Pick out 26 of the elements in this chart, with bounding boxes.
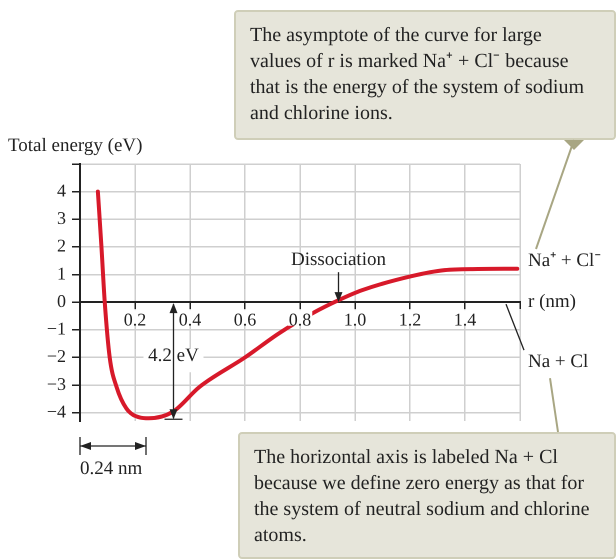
y-tick-label: 1: [57, 263, 66, 284]
text: Na + Cl: [528, 351, 588, 372]
y-tick-label: −3: [46, 374, 66, 394]
text: The asymptote of the curve for large values of r is marked Na⁺ + Cl⁻ because that is the energy of the system of sodium and chlorine ions.: [234, 10, 616, 140]
x-tick-label: 1.2: [398, 310, 422, 330]
annotation: Na⁺ + Cl⁻: [528, 250, 600, 271]
y-tick-label: −2: [46, 346, 66, 366]
annotation: Dissociation: [291, 249, 386, 270]
x-tick-label: 0.2: [124, 310, 146, 330]
x-tick-label: 1.4: [454, 310, 476, 330]
x-tick-label: 0.6: [234, 310, 256, 330]
y-tick-label: −1: [46, 318, 66, 339]
text: The horizontal axis is labeled Na + Cl because we define zero energy as that for the system of neutral sodium and chlorine atoms.: [238, 432, 616, 559]
x-tick-label: 1.0: [344, 310, 366, 330]
line-series: [96, 190, 520, 420]
y-tick-label: −4: [46, 401, 66, 422]
x-axis-title: r (nm): [528, 291, 576, 312]
x-tick-label: 0.8: [288, 310, 312, 330]
y-tick-label: 0: [57, 290, 66, 311]
y-tick-label: 4: [57, 180, 66, 200]
annotation: 4.2 eV: [148, 345, 200, 366]
y-axis-title: Total energy (eV): [8, 134, 142, 156]
y-tick-label: 3: [57, 208, 66, 228]
x-tick-label: 0.4: [178, 310, 202, 330]
annotation: 0.24 nm: [80, 458, 142, 479]
y-tick-label: 2: [57, 236, 66, 256]
